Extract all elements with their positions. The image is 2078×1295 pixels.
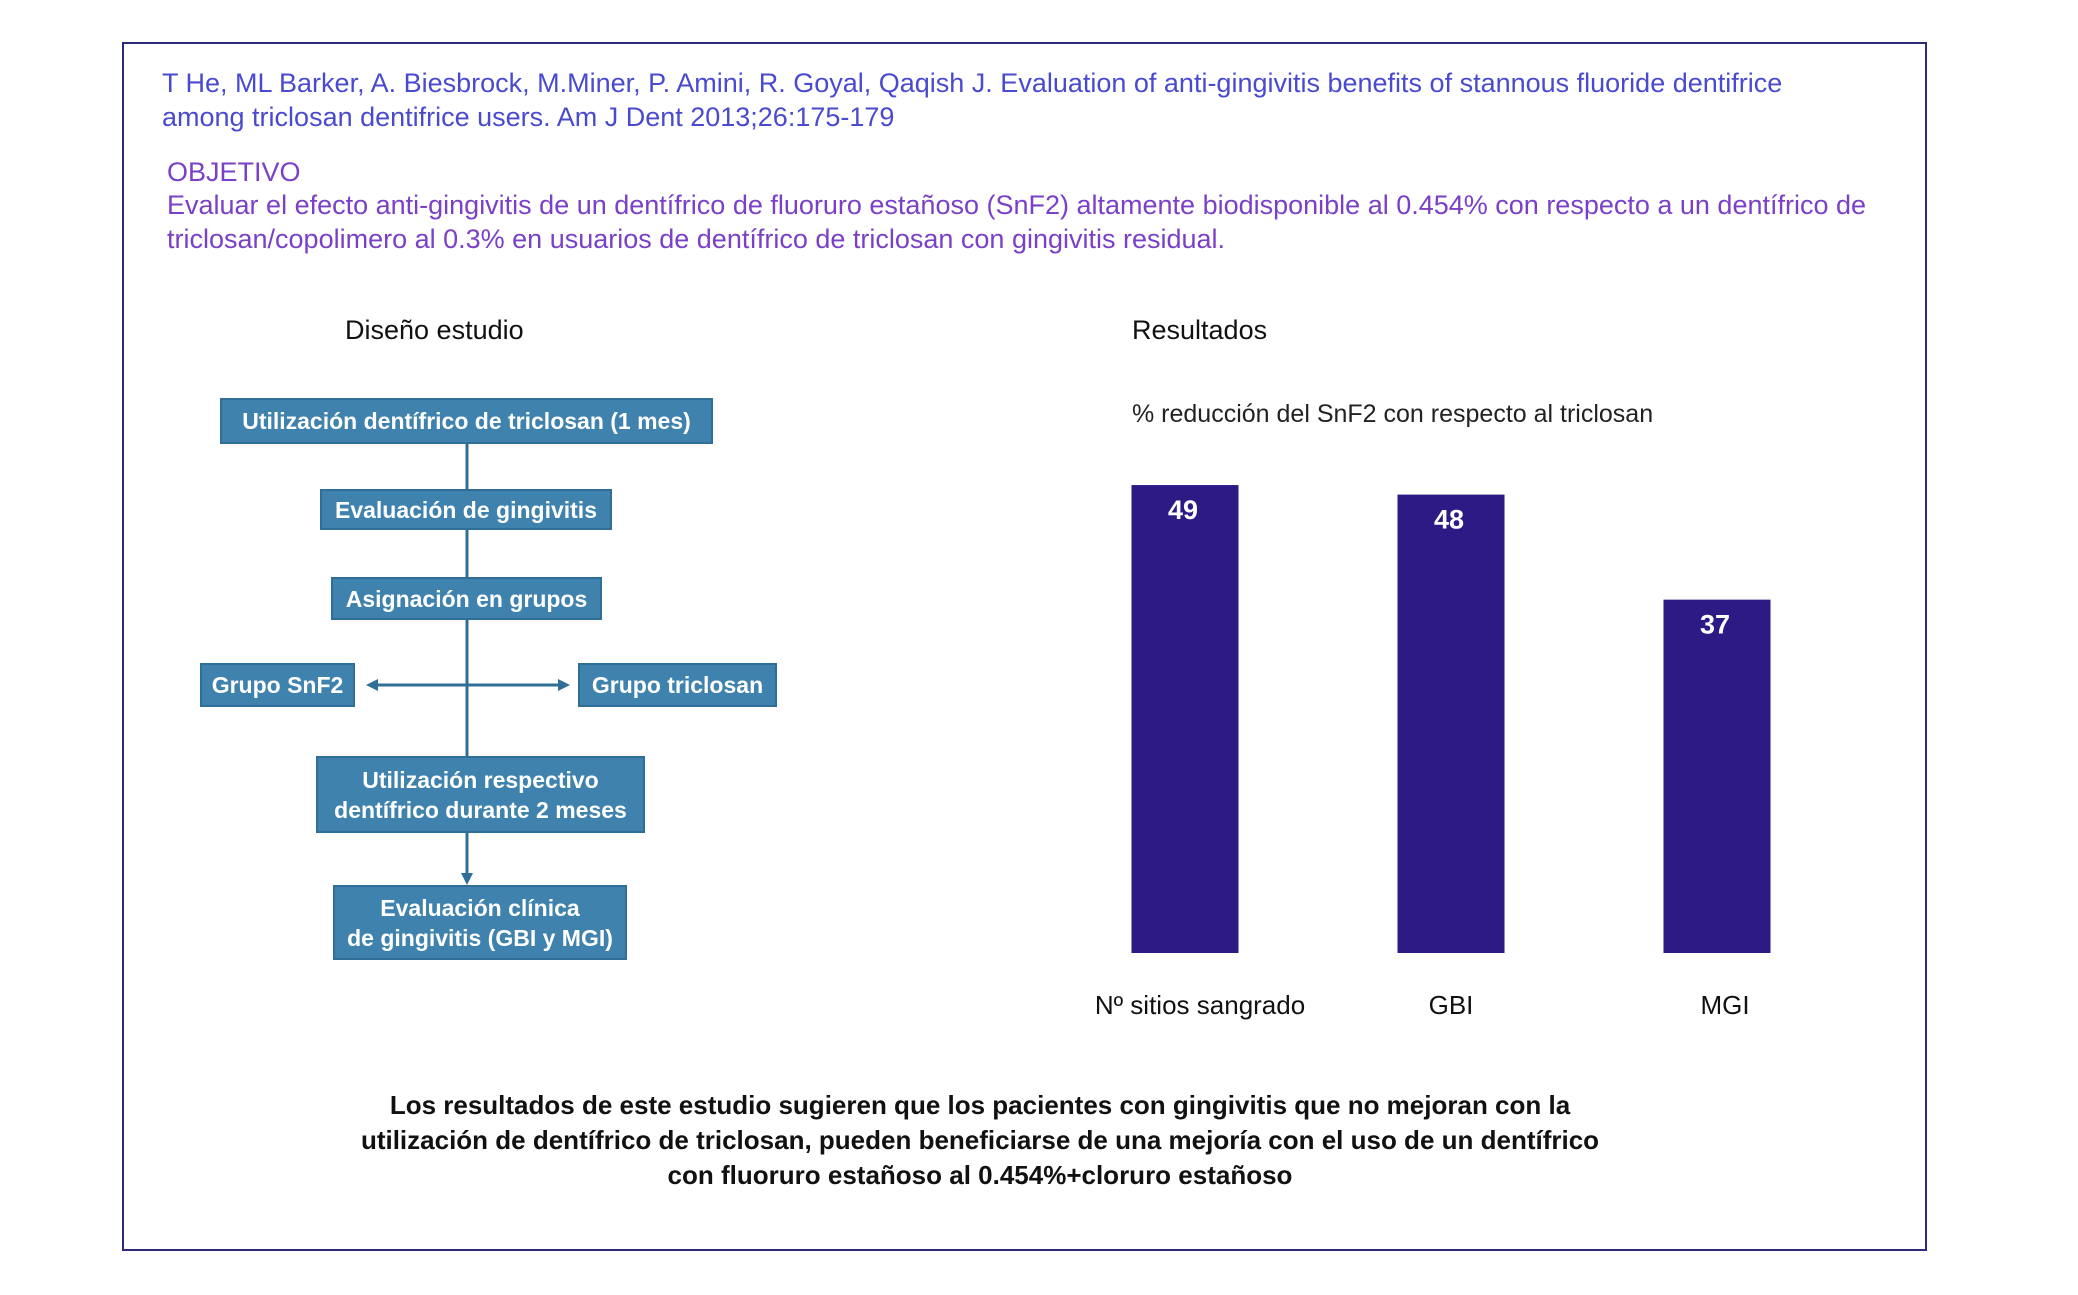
- results-title: Resultados: [1132, 315, 1268, 345]
- category-tick-label: MGI: [1700, 990, 1749, 1020]
- flow-step-label: Grupo SnF2: [211, 672, 344, 698]
- flow-step-two-months: Utilización respectivo dentífrico durant…: [316, 756, 645, 833]
- bar-value-label: 37: [1700, 610, 1730, 640]
- chart-title: % reducción del SnF2 con respecto al tri…: [1132, 400, 1654, 428]
- category-tick-label: GBI: [1429, 990, 1474, 1020]
- bar-value-label: 49: [1168, 495, 1198, 525]
- flow-step-label: Evaluación de gingivitis: [334, 496, 597, 523]
- bar-3: [1663, 599, 1771, 953]
- objective-heading: OBJETIVO: [167, 157, 301, 187]
- flow-step-label: Evaluación clínica de gingivitis (GBI y …: [347, 894, 613, 951]
- bar-2: [1397, 494, 1505, 953]
- slide-frame: [122, 42, 1927, 1251]
- flow-step-triclosan-use: Utilización dentífrico de triclosan (1 m…: [220, 398, 713, 444]
- category-tick-label: Nº sitios sangrado: [1095, 990, 1305, 1020]
- flow-step-label: Asignación en grupos: [345, 585, 588, 612]
- citation-text: T He, ML Barker, A. Biesbrock, M.Miner, …: [162, 68, 1783, 132]
- bar-1: [1131, 485, 1239, 953]
- flow-step-label: Grupo triclosan: [591, 672, 764, 698]
- flow-group-snf2: Grupo SnF2: [200, 663, 355, 707]
- flow-group-triclosan: Grupo triclosan: [578, 663, 777, 707]
- design-title: Diseño estudio: [345, 315, 524, 345]
- objective-text: Evaluar el efecto anti-gingivitis de un …: [167, 190, 1867, 254]
- flow-step-label: Utilización dentífrico de triclosan (1 m…: [242, 408, 691, 434]
- bar-value-label: 48: [1434, 505, 1464, 535]
- flow-step-label: Utilización respectivo dentífrico durant…: [334, 766, 627, 823]
- flow-step-gingivitis-eval: Evaluación de gingivitis: [320, 489, 612, 530]
- conclusion-text: Los resultados de este estudio sugieren …: [360, 1090, 1600, 1190]
- flow-step-clinical-eval: Evaluación clínica de gingivitis (GBI y …: [333, 885, 627, 960]
- flow-step-group-assignment: Asignación en grupos: [331, 577, 602, 620]
